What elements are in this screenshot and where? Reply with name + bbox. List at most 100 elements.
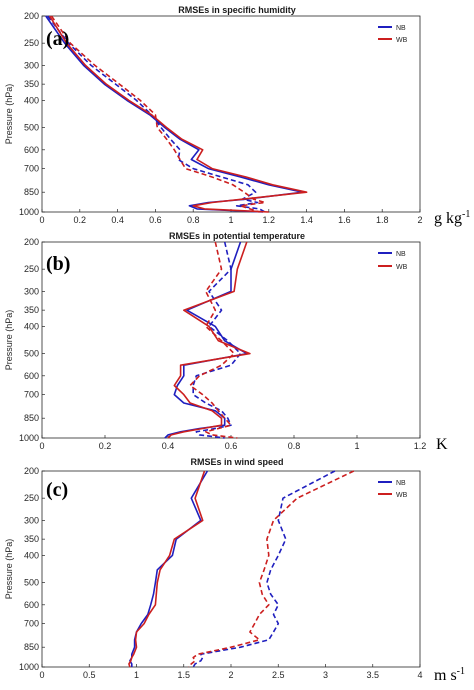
x-tick-label: 0.4 <box>111 215 124 225</box>
panel-c-series <box>128 470 355 668</box>
x-tick-label: 0.6 <box>225 441 238 451</box>
panel-b: RMSEs in potential temperature 0 0.2 0.4 0.… <box>4 231 448 453</box>
y-tick-label: 250 <box>24 493 39 503</box>
panel-c: RMSEs in wind speed 0 0.5 1 1.5 2 2.5 3 3.5 4 200… <box>4 457 465 684</box>
x-tick-label: 1 <box>134 670 139 680</box>
y-tick-label: 400 <box>24 550 39 560</box>
panel-a-plot-area <box>41 15 421 213</box>
y-tick-label: 500 <box>24 578 39 588</box>
x-tick-label: 0.2 <box>74 215 87 225</box>
x-tick-label: 0.8 <box>288 441 301 451</box>
x-tick-label: 0 <box>39 441 44 451</box>
y-tick-label: 300 <box>24 60 39 70</box>
legend-nb-label: NB <box>396 25 406 32</box>
panel-b-unit-text: K <box>436 436 448 453</box>
panel-c-y-axis-label: Pressure (hPa) <box>4 539 14 600</box>
legend-nb-label: NB <box>396 251 406 258</box>
y-tick-label: 600 <box>24 145 39 155</box>
x-tick-label: 1.6 <box>338 215 351 225</box>
x-tick-label: 1 <box>354 441 359 451</box>
series-nb-dashed-line <box>192 241 242 439</box>
panel-b-unit-label: K <box>436 436 448 453</box>
panel-a-unit-label: g kg-1 <box>434 209 470 227</box>
y-tick-label: 350 <box>24 305 39 315</box>
x-tick-label: 1.4 <box>300 215 313 225</box>
y-tick-label: 250 <box>24 264 39 274</box>
panel-c-ticks: 0 0.5 1 1.5 2 2.5 3 3.5 4 200 250 300 350 400 500 600 70… <box>19 466 423 680</box>
panel-b-label: (b) <box>46 253 70 275</box>
x-tick-label: 2 <box>228 670 233 680</box>
y-tick-label: 200 <box>24 237 39 247</box>
panel-b-series <box>164 241 251 439</box>
y-tick-label: 1000 <box>19 662 39 672</box>
panel-a-ticks: 0 0.2 0.4 0.6 0.8 1 1.2 1.4 1.6 1.8 2 200 250 300 350 4… <box>19 11 423 225</box>
x-tick-label: 1.5 <box>177 670 190 680</box>
panel-a-unit-exponent: -1 <box>462 209 470 220</box>
y-tick-label: 1000 <box>19 207 39 217</box>
y-tick-label: 250 <box>24 38 39 48</box>
y-tick-label: 850 <box>24 413 39 423</box>
panel-c-label: (c) <box>46 479 68 501</box>
series-nb-dashed-line <box>192 470 336 668</box>
y-tick-label: 200 <box>24 11 39 21</box>
panel-b-y-axis-label: Pressure (hPa) <box>4 310 14 371</box>
panel-c-plot-area <box>41 470 421 668</box>
series-wb-dashed-line <box>189 241 238 439</box>
series-wb-solid-line <box>48 15 308 213</box>
panel-c-unit-exponent: -1 <box>457 666 465 677</box>
legend-nb-label: NB <box>396 480 406 487</box>
panel-c-title: RMSEs in wind speed <box>190 457 283 467</box>
x-tick-label: 0.5 <box>83 670 96 680</box>
y-tick-label: 400 <box>24 321 39 331</box>
series-wb-solid-line <box>128 470 206 668</box>
x-tick-label: 2.5 <box>272 670 285 680</box>
y-tick-label: 400 <box>24 95 39 105</box>
panel-a-label: (a) <box>46 28 69 50</box>
legend-wb-label: WB <box>396 264 408 271</box>
x-tick-label: 0 <box>39 670 44 680</box>
panel-c-unit-text: m s <box>434 667 457 684</box>
x-tick-label: 0 <box>39 215 44 225</box>
legend-wb-label: WB <box>396 492 408 499</box>
y-tick-label: 350 <box>24 79 39 89</box>
series-wb-dashed-line <box>50 15 266 213</box>
panel-a-y-axis-label: Pressure (hPa) <box>4 84 14 145</box>
y-tick-label: 1000 <box>19 433 39 443</box>
legend-wb-label: WB <box>396 37 408 44</box>
x-tick-label: 2 <box>417 215 422 225</box>
series-nb-dashed-line <box>47 15 266 213</box>
x-tick-label: 1.2 <box>263 215 276 225</box>
panel-a: RMSEs in specific humidity 0 0.2 0.4 0.6 0.8… <box>4 5 470 227</box>
x-tick-label: 0.6 <box>149 215 162 225</box>
panel-b-legend: NB WB <box>378 251 408 271</box>
y-tick-label: 350 <box>24 534 39 544</box>
y-tick-label: 500 <box>24 123 39 133</box>
x-tick-label: 4 <box>417 670 422 680</box>
panel-a-title: RMSEs in specific humidity <box>178 5 296 15</box>
x-tick-label: 0.4 <box>162 441 175 451</box>
y-tick-label: 500 <box>24 349 39 359</box>
x-tick-label: 1.2 <box>414 441 427 451</box>
panel-a-series <box>45 15 308 213</box>
x-tick-label: 0.2 <box>99 441 112 451</box>
x-tick-label: 0.8 <box>187 215 200 225</box>
panel-c-legend: NB WB <box>378 480 408 499</box>
y-tick-label: 700 <box>24 390 39 400</box>
y-tick-label: 700 <box>24 619 39 629</box>
panel-c-unit-label: m s-1 <box>434 666 465 684</box>
panel-b-ticks: 0 0.2 0.4 0.6 0.8 1 1.2 200 250 300 350 400 500 600 70… <box>19 237 426 451</box>
panel-a-unit-text: g kg <box>434 210 462 227</box>
x-tick-label: 3 <box>323 670 328 680</box>
x-tick-label: 1.8 <box>376 215 389 225</box>
panel-b-title: RMSEs in potential temperature <box>169 231 305 241</box>
y-tick-label: 200 <box>24 466 39 476</box>
y-tick-label: 300 <box>24 515 39 525</box>
series-wb-dashed-line <box>187 470 355 668</box>
y-tick-label: 600 <box>24 371 39 381</box>
y-tick-label: 850 <box>24 642 39 652</box>
series-wb-solid-line <box>167 241 251 439</box>
y-tick-label: 700 <box>24 164 39 174</box>
y-tick-label: 300 <box>24 286 39 296</box>
x-tick-label: 1 <box>228 215 233 225</box>
